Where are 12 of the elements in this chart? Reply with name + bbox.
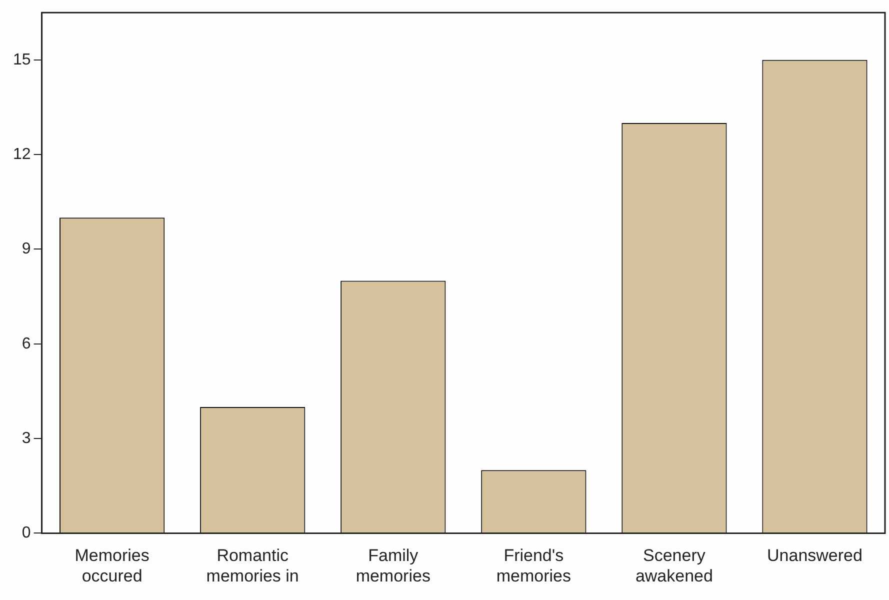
y-tick-label: 12 (13, 146, 31, 163)
x-tick-label: Friend's memories (496, 546, 571, 586)
y-tick-label: 9 (22, 240, 31, 258)
x-tick-label: Scenery awakened (635, 546, 713, 586)
y-tick-label: 0 (22, 524, 31, 542)
y-tick-label: 6 (22, 335, 31, 352)
x-tick-label: Family memories (356, 546, 430, 586)
x-tick-label: Unanswered (767, 546, 862, 566)
x-tick-label: Romantic memories in (206, 546, 299, 586)
y-tick-label: 15 (13, 51, 31, 68)
x-tick-label: Memories occured (74, 546, 150, 586)
y-tick-label: 3 (22, 430, 31, 447)
